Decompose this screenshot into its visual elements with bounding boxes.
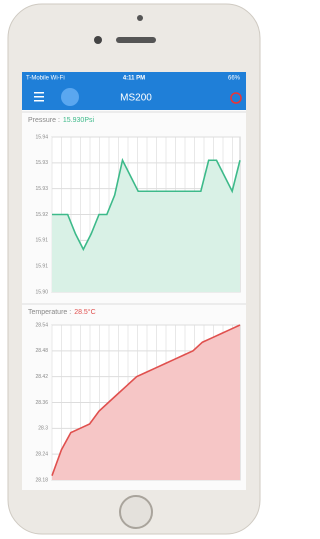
carrier: T-Mobile Wi-Fi	[26, 76, 65, 82]
battery: 66%	[228, 76, 241, 82]
menu-line	[34, 96, 44, 98]
chart-annotation: 28.5°C	[74, 308, 95, 316]
y-tick-label: 28.24	[35, 451, 48, 457]
y-tick-label: 15.93	[35, 186, 48, 192]
y-tick-label: 15.93	[35, 160, 48, 166]
speaker	[116, 37, 156, 43]
y-tick-label: 15.90	[35, 289, 48, 295]
chart-title: Pressure :	[28, 117, 60, 124]
sensor	[137, 15, 143, 21]
y-tick-label: 28.18	[35, 477, 48, 483]
menu-line	[34, 92, 44, 94]
menu-button[interactable]	[34, 92, 44, 102]
y-tick-label: 15.91	[35, 263, 48, 269]
y-tick-label: 15.91	[35, 238, 48, 244]
y-tick-label: 28.36	[35, 400, 48, 406]
clock: 4:11 PM	[123, 76, 145, 82]
y-tick-label: 28.42	[35, 374, 48, 380]
app-title: MS200	[120, 93, 152, 104]
menu-line	[34, 100, 44, 102]
home-button[interactable]	[120, 496, 152, 528]
phone-screen: T-Mobile Wi-Fi 4:11 PM 66% MS200 Pressur…	[0, 0, 268, 539]
camera	[94, 36, 102, 44]
device-icon[interactable]	[61, 88, 79, 106]
chart-annotation: 15.930Psi	[63, 117, 95, 124]
y-tick-label: 28.48	[35, 348, 48, 354]
y-tick-label: 15.92	[35, 212, 48, 218]
y-tick-label: 28.3	[38, 426, 48, 432]
y-tick-label: 28.54	[35, 322, 48, 328]
chart-title: Temperature :	[28, 309, 71, 316]
y-tick-label: 15.94	[35, 134, 48, 140]
